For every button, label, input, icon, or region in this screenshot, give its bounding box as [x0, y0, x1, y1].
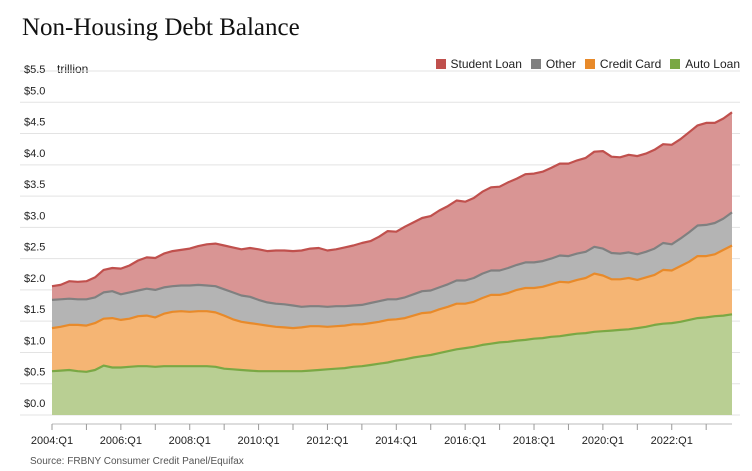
- chart-title: Non-Housing Debt Balance: [22, 14, 300, 41]
- legend-label-credit-card: Credit Card: [599, 57, 662, 71]
- x-tick-label: 2010:Q1: [237, 435, 279, 447]
- y-tick-label: $0.5: [24, 367, 45, 379]
- y-tick-label: $4.0: [24, 148, 45, 160]
- y-tick-label: $1.0: [24, 335, 45, 347]
- y-tick-label: $3.0: [24, 210, 45, 222]
- auto-loan-line: [51, 313, 733, 373]
- source-note: Source: FRBNY Consumer Credit Panel/Equi…: [30, 456, 244, 467]
- auto-loan-area: [52, 314, 732, 415]
- legend-label-other: Other: [545, 57, 576, 71]
- y-tick-label: $1.5: [24, 304, 45, 316]
- y-tick-label: $2.0: [24, 273, 45, 285]
- other-line: [51, 211, 733, 308]
- legend-item-other[interactable]: Other: [530, 57, 576, 71]
- student-loan-line: [51, 111, 733, 288]
- credit-card-swatch: [584, 59, 595, 69]
- y-unit-label: trillion: [57, 62, 89, 76]
- credit-card-line: [51, 244, 733, 330]
- other-swatch: [530, 59, 541, 69]
- legend-label-student-loan: Student Loan: [450, 57, 522, 71]
- y-tick-label: $2.5: [24, 242, 45, 254]
- auto-loan-swatch: [670, 59, 681, 69]
- legend-label-auto-loan: Auto Loan: [685, 57, 740, 71]
- student-loan-swatch: [435, 59, 446, 69]
- legend-item-auto-loan[interactable]: Auto Loan: [670, 57, 740, 71]
- legend-item-student-loan[interactable]: Student Loan: [435, 57, 522, 71]
- x-tick-label: 2014:Q1: [375, 435, 417, 447]
- credit-card-area: [52, 245, 732, 372]
- student-loan-area: [52, 112, 732, 307]
- y-tick-label: $3.5: [24, 179, 45, 191]
- x-tick-label: 2008:Q1: [169, 435, 211, 447]
- legend-item-credit-card[interactable]: Credit Card: [584, 57, 662, 71]
- x-tick-label: 2020:Q1: [582, 435, 624, 447]
- y-tick-label: $5.5: [24, 64, 45, 76]
- x-tick-label: 2022:Q1: [651, 435, 693, 447]
- x-tick-label: 2004:Q1: [31, 435, 73, 447]
- x-tick-label: 2012:Q1: [306, 435, 348, 447]
- y-tick-label: $5.0: [24, 85, 45, 97]
- x-tick-label: 2016:Q1: [444, 435, 486, 447]
- y-tick-label: $4.5: [24, 117, 45, 129]
- other-area: [52, 212, 732, 329]
- y-tick-label: $0.0: [24, 398, 45, 410]
- legend: Student Loan Other Credit Card Auto Loan: [435, 57, 740, 71]
- x-tick-label: 2006:Q1: [100, 435, 142, 447]
- x-tick-label: 2018:Q1: [513, 435, 555, 447]
